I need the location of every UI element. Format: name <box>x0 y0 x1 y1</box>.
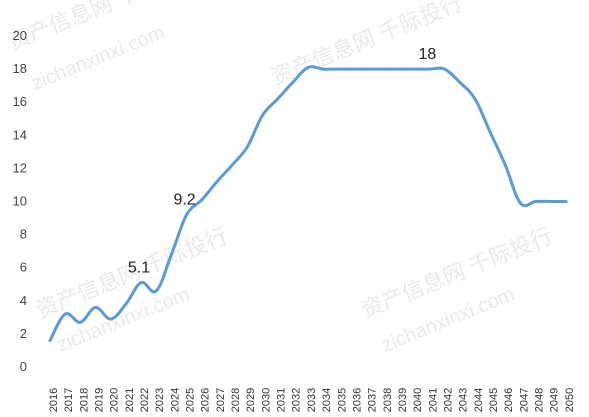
x-tick-label: 2017 <box>63 388 75 412</box>
x-tick-label: 2033 <box>306 388 318 412</box>
data-point <box>185 213 189 217</box>
data-point <box>200 198 204 202</box>
data-point <box>139 281 143 285</box>
y-tick-label: 4 <box>20 293 27 308</box>
data-point <box>458 80 462 84</box>
y-tick-label: 12 <box>13 160 27 175</box>
data-point <box>412 67 416 71</box>
x-tick-label: 2029 <box>245 388 257 412</box>
x-tick-label: 2016 <box>48 388 60 412</box>
data-point <box>336 67 340 71</box>
x-tick-label: 2036 <box>351 388 363 412</box>
x-tick-label: 2027 <box>215 388 227 412</box>
x-tick-label: 2030 <box>260 388 272 412</box>
data-label: 5.1 <box>128 260 150 277</box>
data-point <box>473 97 477 101</box>
data-point <box>518 201 522 205</box>
data-label: 9.2 <box>173 192 195 209</box>
data-point <box>367 67 371 71</box>
y-tick-label: 20 <box>13 28 27 43</box>
data-point <box>321 67 325 71</box>
data-point <box>291 80 295 84</box>
data-point <box>488 130 492 134</box>
x-tick-label: 2019 <box>93 388 105 412</box>
y-tick-label: 16 <box>13 94 27 109</box>
y-tick-label: 6 <box>20 260 27 275</box>
data-labels: 5.1 9.2 18 <box>128 46 436 276</box>
y-axis: 0 2 4 6 8 10 12 14 16 18 20 <box>13 28 27 374</box>
x-tick-label: 2018 <box>78 388 90 412</box>
data-point <box>124 302 128 306</box>
data-point <box>215 180 219 184</box>
x-tick-label: 2028 <box>230 388 242 412</box>
x-tick-label: 2031 <box>276 388 288 412</box>
x-tick-label: 2046 <box>503 388 515 412</box>
x-tick-label: 2026 <box>200 388 212 412</box>
x-tick-label: 2023 <box>154 388 166 412</box>
data-point <box>397 67 401 71</box>
x-tick-label: 2049 <box>549 388 561 412</box>
x-tick-label: 2020 <box>109 388 121 412</box>
x-tick-label: 2041 <box>427 388 439 412</box>
x-tick-label: 2038 <box>382 388 394 412</box>
y-tick-label: 10 <box>13 194 27 209</box>
x-tick-label: 2021 <box>124 388 136 412</box>
data-point <box>503 163 507 167</box>
data-point <box>48 339 52 343</box>
x-tick-label: 2039 <box>397 388 409 412</box>
data-point <box>564 200 568 203</box>
data-point <box>534 200 538 203</box>
x-tick-label: 2034 <box>321 388 333 412</box>
x-tick-label: 2024 <box>169 388 181 412</box>
x-axis: 2016 2017 2018 2019 2020 2021 2022 2023 2024 2025… <box>48 388 576 412</box>
x-tick-label: 2044 <box>473 388 485 412</box>
x-tick-label: 2035 <box>336 388 348 412</box>
data-point <box>260 113 264 117</box>
data-point <box>230 163 234 167</box>
x-tick-label: 2045 <box>488 388 500 412</box>
y-tick-label: 2 <box>20 326 27 341</box>
y-tick-label: 14 <box>13 127 27 142</box>
x-tick-label: 2032 <box>291 388 303 412</box>
data-point <box>276 97 280 101</box>
data-point <box>94 305 98 309</box>
data-point <box>549 200 553 203</box>
x-tick-label: 2043 <box>458 388 470 412</box>
data-point <box>352 67 356 71</box>
x-tick-label: 2022 <box>139 388 151 412</box>
data-point <box>78 320 82 324</box>
x-tick-label: 2050 <box>564 388 576 412</box>
watermark-group: 资产信息网 千际投行 zichanxinxi.com 资产信息网 千际投行 资产… <box>5 0 557 357</box>
data-point <box>427 67 431 71</box>
data-point <box>109 317 113 321</box>
data-point <box>245 145 249 149</box>
y-tick-label: 0 <box>20 359 27 374</box>
data-point <box>306 65 310 69</box>
x-tick-label: 2025 <box>184 388 196 412</box>
data-point <box>169 252 173 256</box>
x-tick-label: 2048 <box>534 388 546 412</box>
x-tick-label: 2042 <box>442 388 454 412</box>
data-point <box>154 289 158 293</box>
data-point <box>63 312 67 316</box>
y-tick-label: 8 <box>20 227 27 242</box>
data-point <box>382 67 386 71</box>
data-point <box>443 67 447 71</box>
x-tick-label: 2047 <box>518 388 530 412</box>
series-group <box>48 65 568 343</box>
x-tick-label: 2040 <box>412 388 424 412</box>
data-label: 18 <box>419 46 437 63</box>
y-tick-label: 18 <box>13 61 27 76</box>
x-tick-label: 2037 <box>367 388 379 412</box>
